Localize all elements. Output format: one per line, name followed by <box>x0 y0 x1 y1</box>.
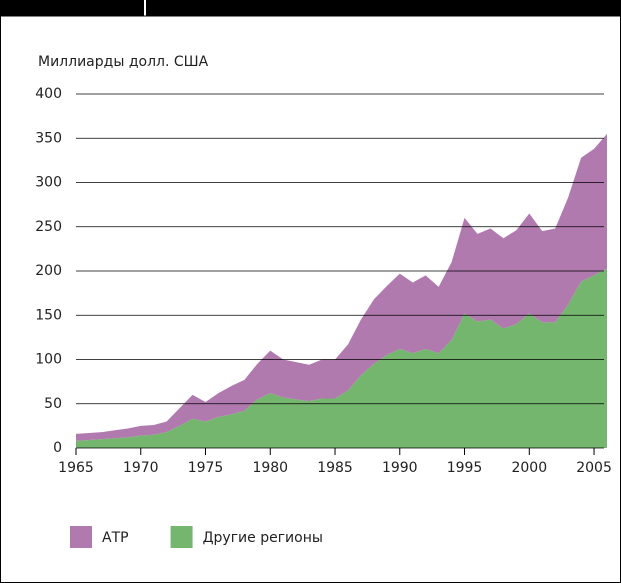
legend-label: Другие регионы <box>203 530 323 546</box>
x-tick-label: 1985 <box>317 460 353 476</box>
legend-swatch <box>70 526 92 548</box>
x-tick-label: 2005 <box>576 460 612 476</box>
x-tick-label: 1980 <box>252 460 288 476</box>
area <box>76 268 607 448</box>
header-notch <box>144 0 146 16</box>
x-tick-label: 1995 <box>447 460 483 476</box>
y-tick-label: 50 <box>44 396 62 412</box>
y-tick-label: 0 <box>53 440 62 456</box>
legend-label: АТР <box>102 530 129 546</box>
x-tick-label: 1970 <box>123 460 159 476</box>
x-tick-label: 1990 <box>382 460 418 476</box>
y-tick-label: 350 <box>35 130 62 146</box>
y-tick-label: 150 <box>35 307 62 323</box>
x-tick-label: 1965 <box>58 460 94 476</box>
y-axis-label: Миллиарды долл. США <box>38 54 209 70</box>
y-tick-label: 200 <box>35 263 62 279</box>
y-tick-label: 300 <box>35 175 62 191</box>
area <box>76 133 607 441</box>
y-tick-label: 400 <box>35 86 62 102</box>
y-tick-label: 250 <box>35 219 62 235</box>
header-bar <box>0 0 621 16</box>
legend-swatch <box>170 526 193 548</box>
x-tick-label: 2000 <box>511 460 547 476</box>
x-tick-label: 1975 <box>188 460 224 476</box>
y-tick-label: 100 <box>35 352 62 368</box>
